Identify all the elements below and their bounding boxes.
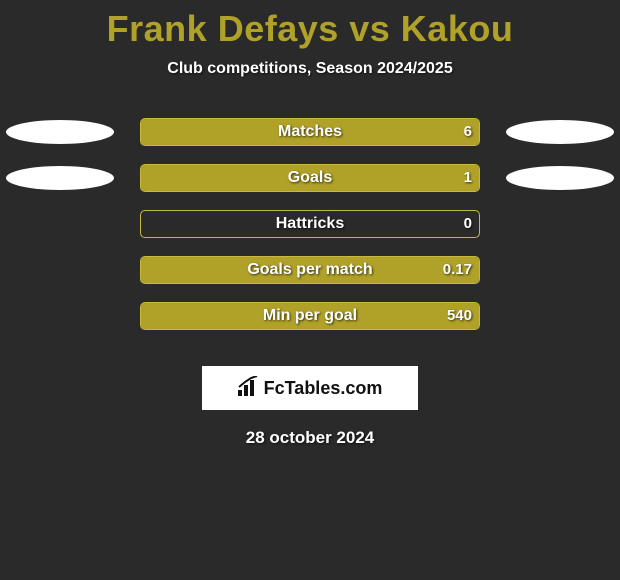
player-right-marker: [506, 166, 614, 190]
stat-rows: Matches6Goals1Hattricks0Goals per match0…: [0, 118, 620, 348]
player-left-marker: [6, 166, 114, 190]
stat-bar-track: [140, 302, 480, 330]
stat-bar-fill-right: [310, 119, 479, 145]
stat-bar-fill-left: [141, 165, 310, 191]
snapshot-date: 28 october 2024: [0, 428, 620, 448]
stat-bar-track: [140, 118, 480, 146]
stat-row: Min per goal540: [0, 302, 620, 348]
comparison-title: Frank Defays vs Kakou: [0, 0, 620, 50]
stat-bar-track: [140, 256, 480, 284]
stat-bar-fill-right: [310, 303, 479, 329]
stat-row: Hattricks0: [0, 210, 620, 256]
stat-bar-track: [140, 164, 480, 192]
logo-text: FcTables.com: [264, 378, 383, 399]
stat-bar-fill-left: [141, 119, 310, 145]
comparison-subtitle: Club competitions, Season 2024/2025: [0, 60, 620, 78]
chart-icon: [238, 376, 260, 401]
stat-row: Matches6: [0, 118, 620, 164]
player-left-marker: [6, 120, 114, 144]
stat-bar-fill-left: [141, 257, 310, 283]
stat-bar-fill-right: [310, 165, 479, 191]
player-right-marker: [506, 120, 614, 144]
stat-bar-fill-right: [310, 257, 479, 283]
site-logo: FcTables.com: [202, 366, 418, 410]
stat-bar-track: [140, 210, 480, 238]
stat-bar-fill-left: [141, 303, 310, 329]
stat-row: Goals1: [0, 164, 620, 210]
stat-row: Goals per match0.17: [0, 256, 620, 302]
